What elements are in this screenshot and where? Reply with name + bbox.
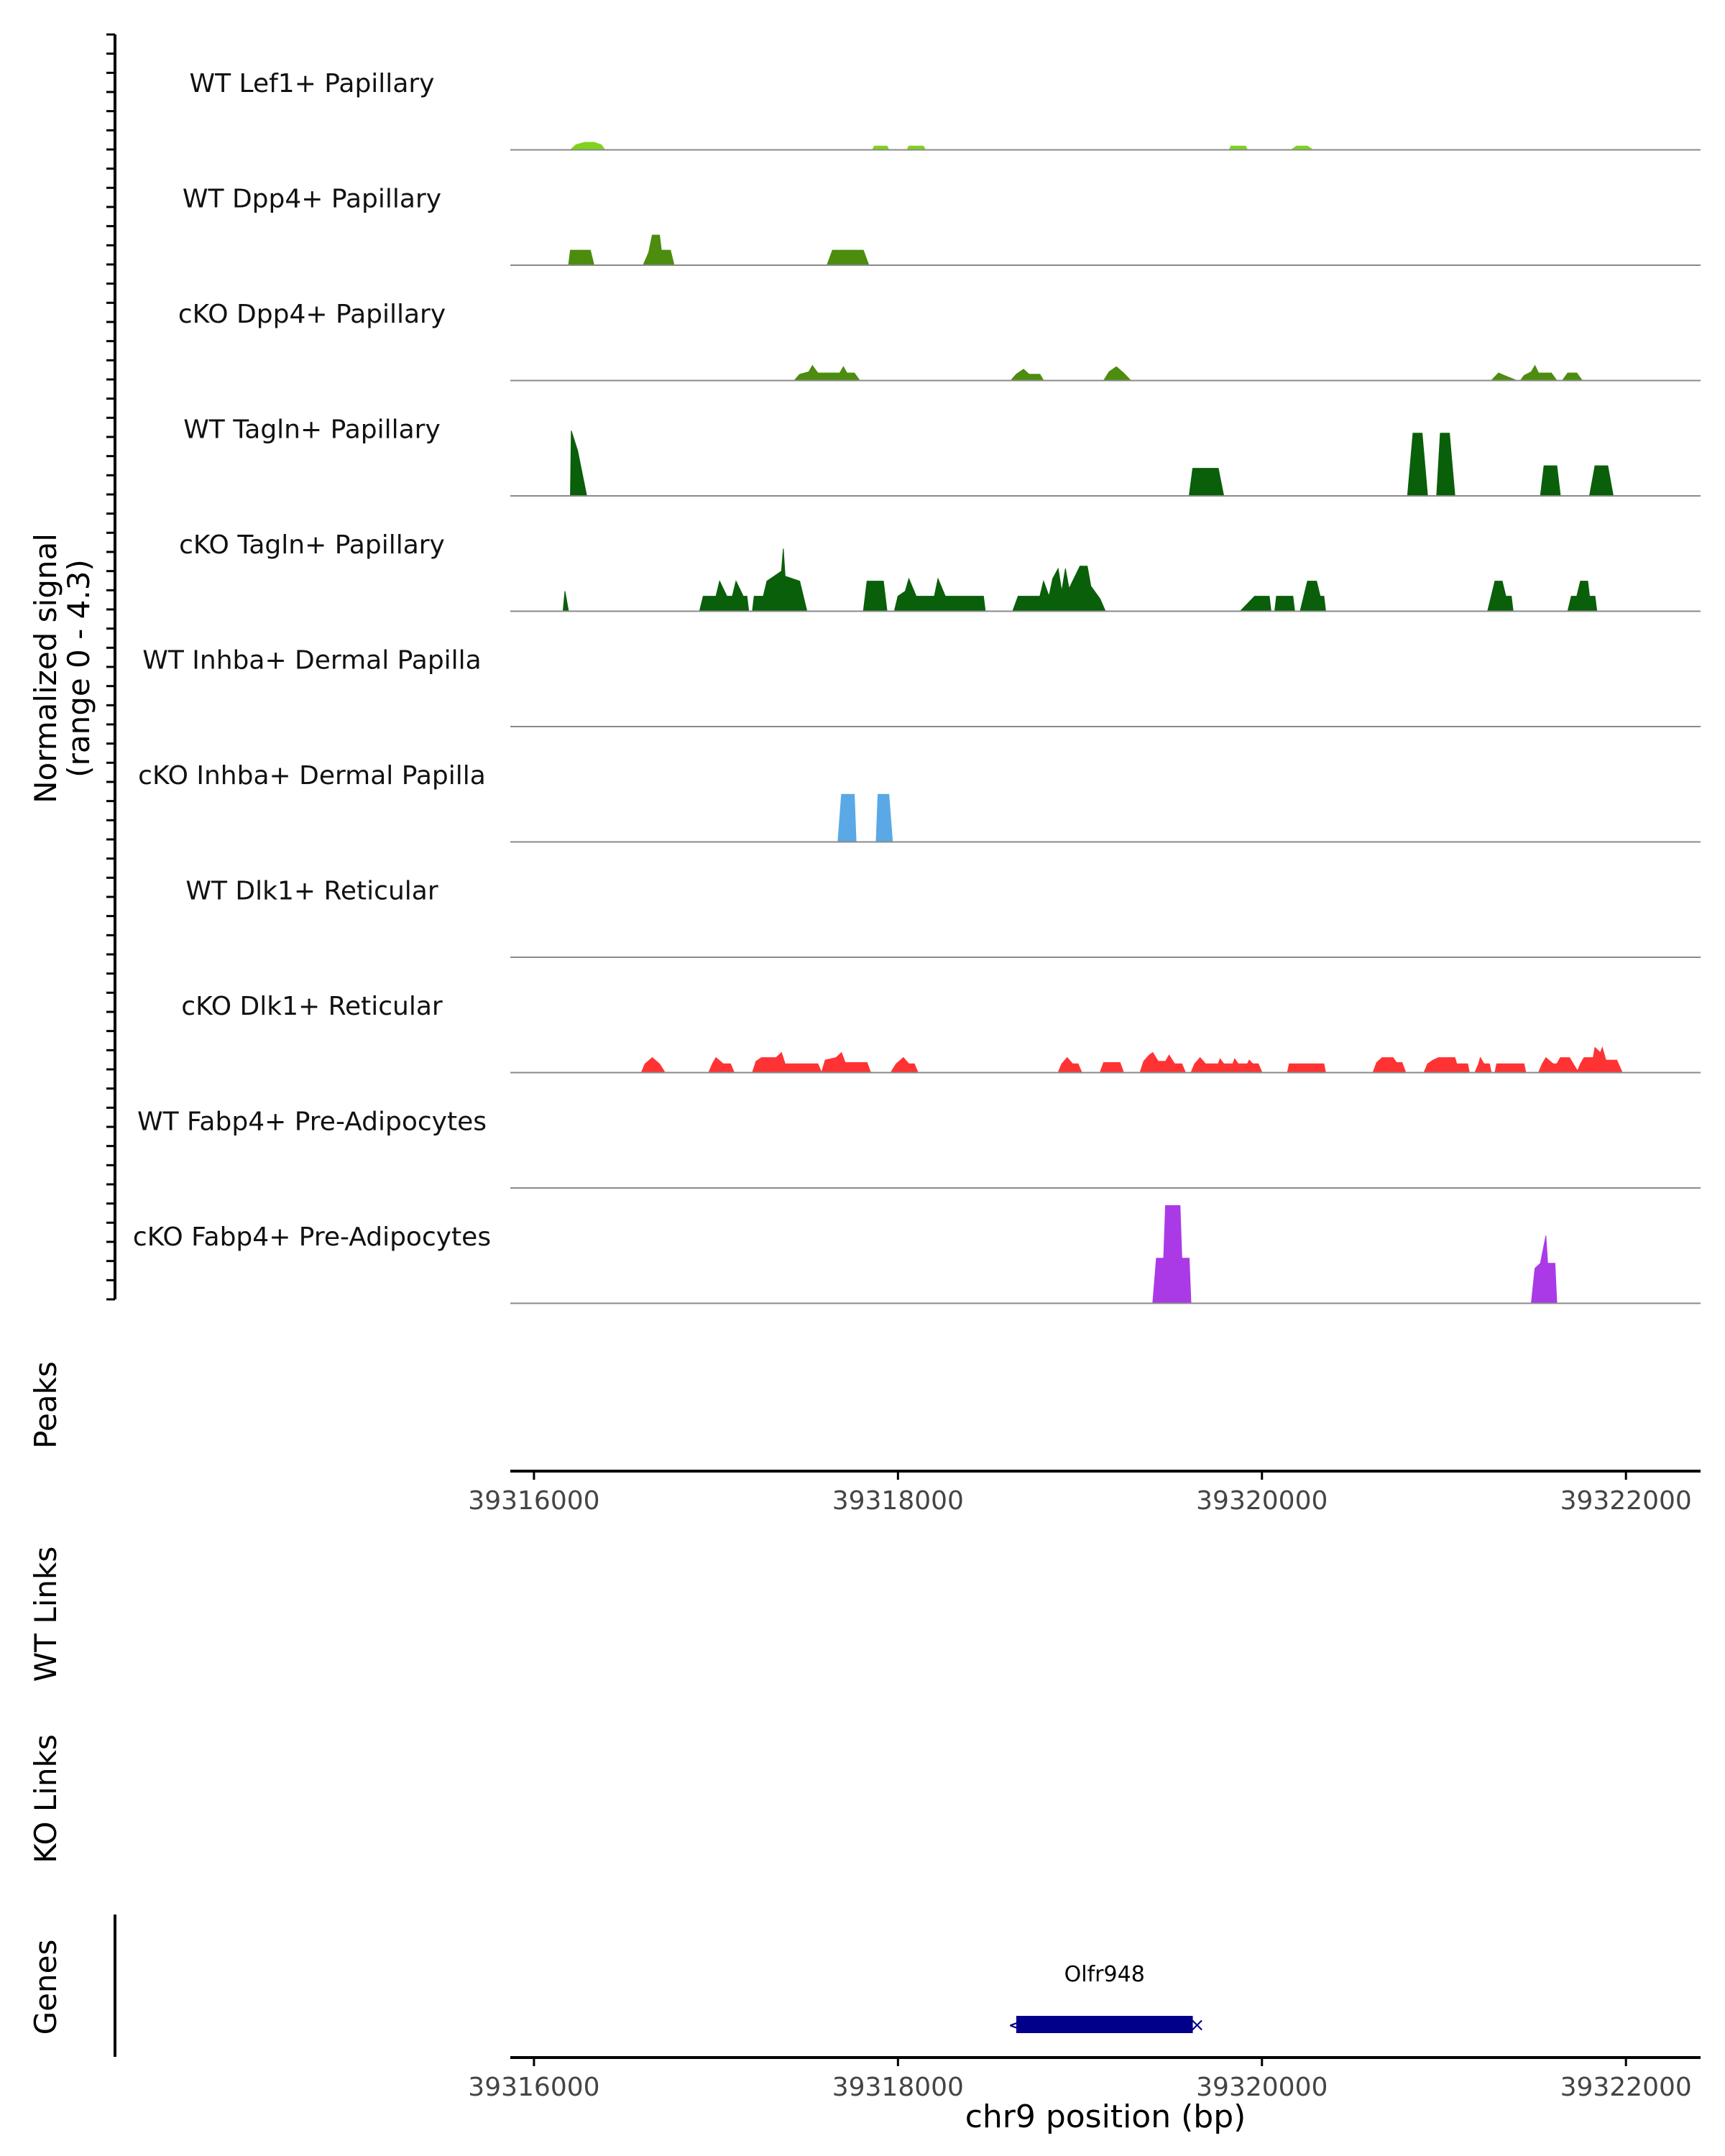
track: cKO Tagln+ Papillary (179, 530, 1701, 612)
ko-links-label: KO Links (28, 1734, 63, 1864)
x-tick-label: 39320000 (1196, 2073, 1328, 2102)
track-label: WT Lef1+ Papillary (190, 69, 435, 98)
coverage-peak (793, 364, 861, 381)
coverage-peak (1190, 1056, 1263, 1073)
track-label: WT Fabp4+ Pre-Adipocytes (137, 1107, 487, 1137)
gene-label: Olfr948 (1064, 1962, 1145, 1987)
peaks-panel: Peaks 39316000 39318000 39320000 39322000 (28, 1361, 1701, 1516)
gene-annotations: Olfr948 < × (1008, 1962, 1205, 2037)
gene-strand-arrow: < (1008, 2013, 1024, 2037)
wt-links-panel: WT Links (28, 1547, 63, 1682)
track-label: cKO Fabp4+ Pre-Adipocytes (133, 1222, 491, 1252)
track-label: cKO Tagln+ Papillary (179, 530, 445, 560)
track: cKO Dpp4+ Papillary (178, 300, 1701, 382)
signal-axis-ticks (106, 33, 115, 1301)
coverage-peak (1152, 1205, 1192, 1304)
track: cKO Dlk1+ Reticular (181, 992, 1701, 1074)
coverage-peak (1099, 1062, 1125, 1073)
wt-links-label: WT Links (28, 1547, 63, 1682)
x-tick-label: 39320000 (1196, 1486, 1328, 1516)
coverage-peak (568, 249, 595, 266)
ko-links-panel: KO Links (28, 1734, 63, 1864)
coverage-peak (1188, 468, 1225, 497)
x-tick-label: 39316000 (468, 1486, 599, 1516)
track-label: WT Tagln+ Papillary (183, 415, 441, 445)
x-tick-label: 39322000 (1560, 2073, 1692, 2102)
track-label: WT Dlk1+ Reticular (185, 877, 438, 906)
x-tick-label: 39318000 (832, 2073, 964, 2102)
coverage-peak (752, 1051, 822, 1073)
x-tick-label: 39322000 (1560, 1486, 1692, 1516)
track: WT Inhba+ Dermal Papilla (142, 646, 1701, 727)
x-tick-label: 39316000 (468, 2073, 599, 2102)
peaks-label: Peaks (28, 1361, 63, 1449)
coverage-peak (643, 234, 675, 266)
gene-end-mark: × (1190, 2014, 1205, 2036)
track-label: cKO Dlk1+ Reticular (181, 992, 443, 1021)
coverage-peak (1423, 1057, 1471, 1073)
coverage-peak (1487, 581, 1514, 612)
gene-body (1016, 2016, 1193, 2033)
coverage-peak (862, 581, 888, 612)
coverage-peak (1576, 1046, 1623, 1073)
coverage-peak (1494, 1063, 1527, 1073)
coverage-peak (1139, 1051, 1187, 1073)
coverage-peak (1012, 566, 1106, 612)
track: WT Tagln+ Papillary (183, 415, 1701, 497)
track: cKO Inhba+ Dermal Papilla (138, 761, 1701, 843)
coverage-peak (826, 249, 870, 266)
genes-label: Genes (28, 1940, 63, 2035)
coverage-peak (1372, 1057, 1407, 1073)
x-tick-label: 39318000 (832, 1486, 964, 1516)
peaks-x-axis-ticks: 39316000 39318000 39320000 39322000 (468, 1471, 1692, 1516)
coverage-peak (1537, 1056, 1580, 1073)
coverage-tracks: WT Lef1+ Papillary WT Dpp4+ Papillary cKO … (133, 69, 1701, 1304)
track-label: WT Dpp4+ Papillary (183, 185, 441, 214)
track: WT Lef1+ Papillary (190, 69, 1701, 151)
x-axis-label: chr9 position (bp) (965, 2099, 1246, 2135)
track: WT Dpp4+ Papillary (183, 185, 1701, 266)
track-label: cKO Inhba+ Dermal Papilla (138, 761, 486, 791)
signal-axis-label: Normalized signal (28, 533, 63, 803)
coverage-peak (1287, 1063, 1327, 1073)
coverage-peak (1567, 581, 1598, 612)
coverage-peak (1519, 364, 1558, 381)
signal-axis: Normalized signal (range 0 - 4.3) (28, 33, 116, 1301)
coverage-peak (821, 1051, 872, 1073)
genes-x-axis-ticks: 39316000 39318000 39320000 39322000 (468, 2058, 1692, 2102)
coverage-peak (1530, 1235, 1558, 1304)
track: WT Fabp4+ Pre-Adipocytes (137, 1107, 1701, 1189)
coverage-peak (1540, 465, 1561, 497)
track: cKO Fabp4+ Pre-Adipocytes (133, 1205, 1701, 1304)
track-label: WT Inhba+ Dermal Papilla (142, 646, 481, 676)
signal-range-label: (range 0 - 4.3) (61, 559, 96, 778)
track: WT Dlk1+ Reticular (185, 877, 1701, 958)
track-label: cKO Dpp4+ Papillary (178, 300, 446, 329)
coverage-peak (837, 793, 857, 842)
coverage-peak (893, 577, 986, 612)
genes-panel: Genes Olfr948 < × 39316000 39318000 39320000… (28, 1915, 1701, 2135)
